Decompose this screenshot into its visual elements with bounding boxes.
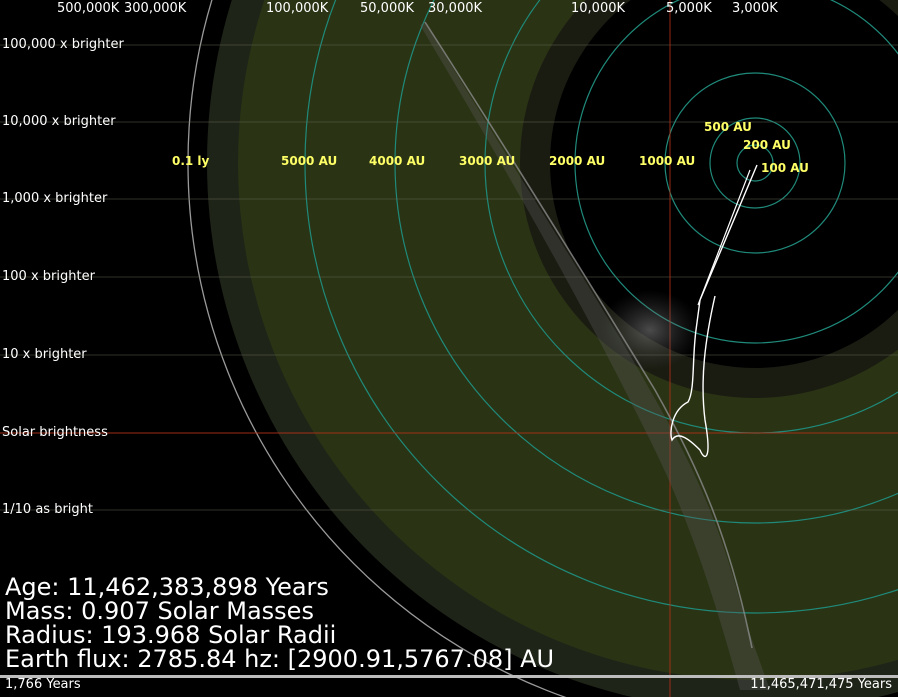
orbit-ring-0-1ly <box>187 0 567 697</box>
orbit-distance-label: 200 AU <box>743 138 791 152</box>
brightness-tick-label: 100 x brighter <box>2 269 95 284</box>
orbit-ring-2 <box>664 72 846 254</box>
zams-line <box>424 21 753 649</box>
star-mass: Mass: 0.907 Solar Masses <box>5 597 314 625</box>
brightness-tick-label: 1,000 x brighter <box>2 191 108 206</box>
timeline-slider[interactable] <box>0 675 898 678</box>
star-age: Age: 11,462,383,898 Years <box>5 573 329 601</box>
temperature-tick-label: 50,000K <box>360 1 415 16</box>
timeline-start-label: 1,766 Years <box>5 677 81 692</box>
orbit-distance-label: 5000 AU <box>281 154 338 168</box>
star-info-panel: Age: 11,462,383,898 Years Mass: 0.907 So… <box>5 575 554 671</box>
orbit-ring-1 <box>709 117 801 209</box>
orbit-ring-6 <box>304 0 898 614</box>
timeline-end-label: 11,465,471,475 Years <box>750 677 892 692</box>
temperature-tick-label: 10,000K <box>571 1 626 16</box>
orbit-distance-label: 3000 AU <box>459 154 516 168</box>
star-cloud <box>600 290 700 370</box>
orbit-distance-label: 500 AU <box>704 120 752 134</box>
temperature-tick-label: 5,000K <box>666 1 712 16</box>
orbit-distance-label: 100 AU <box>761 161 809 175</box>
temperature-tick-label: 300,000K <box>124 1 187 16</box>
brightness-tick-label: 10,000 x brighter <box>2 114 116 129</box>
orbit-distance-label: 1000 AU <box>639 154 696 168</box>
evolution-track-branch <box>697 169 751 306</box>
earth-flux: Earth flux: 2785.84 hz: [2900.91,5767.08… <box>5 645 555 673</box>
star-radius: Radius: 193.968 Solar Radii <box>5 621 337 649</box>
orbit-ring-0 <box>736 144 774 182</box>
brightness-tick-label: Solar brightness <box>2 425 108 440</box>
brightness-tick-label: 1/10 as bright <box>2 502 93 517</box>
orbit-ring-5 <box>394 0 898 524</box>
orbit-distance-label: 0.1 ly <box>172 154 210 168</box>
orbit-distance-label: 2000 AU <box>549 154 606 168</box>
orbit-ring-3 <box>574 0 898 344</box>
brightness-tick-label: 100,000 x brighter <box>2 37 124 52</box>
temperature-tick-label: 500,000K <box>57 1 120 16</box>
evolution-track <box>670 164 758 458</box>
main-sequence-band <box>420 22 770 690</box>
temperature-tick-label: 3,000K <box>732 1 778 16</box>
brightness-tick-label: 10 x brighter <box>2 347 87 362</box>
orbit-distance-label: 4000 AU <box>369 154 426 168</box>
temperature-tick-label: 30,000K <box>428 1 483 16</box>
temperature-tick-label: 100,000K <box>266 1 329 16</box>
